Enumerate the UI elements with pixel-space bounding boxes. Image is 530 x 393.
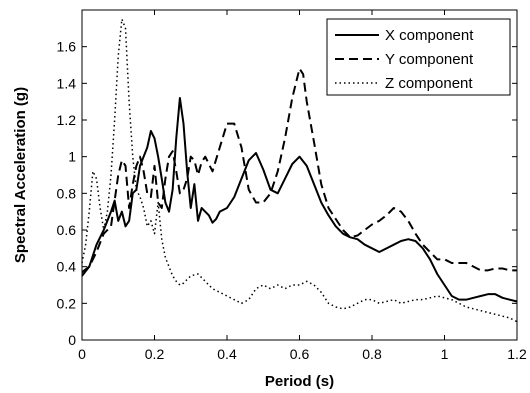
y-axis-ticks: 0 0.2 0.4 0.6 0.8 1 1.2 1.4 1.6 xyxy=(57,39,517,348)
x-tick-label: 1 xyxy=(441,346,449,362)
x-axis-title: Period (s) xyxy=(265,373,334,390)
legend-label-z: Z component xyxy=(385,75,473,92)
x-tick-label: 0.2 xyxy=(145,346,165,362)
legend-label-y: Y component xyxy=(385,51,474,68)
legend: X component Y component Z component xyxy=(326,18,511,96)
y-tick-label: 0 xyxy=(68,332,76,348)
x-axis-ticks: 0 0.2 0.4 0.6 0.8 1 1.2 xyxy=(78,10,527,362)
legend-label-x: X component xyxy=(385,27,474,44)
x-tick-label: 0.4 xyxy=(217,346,237,362)
y-tick-label: 0.8 xyxy=(57,185,77,201)
y-tick-label: 0.6 xyxy=(57,222,77,238)
x-tick-label: 0.6 xyxy=(290,346,310,362)
series-line-y-component xyxy=(81,67,517,273)
y-tick-label: 0.4 xyxy=(57,259,77,275)
y-tick-label: 1 xyxy=(68,149,76,165)
x-tick-label: 0 xyxy=(78,346,86,362)
y-tick-label: 1.6 xyxy=(57,39,77,55)
y-axis-title: Spectral Acceleration (g) xyxy=(12,87,29,263)
y-tick-label: 1.2 xyxy=(57,112,77,128)
x-tick-label: 1.2 xyxy=(507,346,527,362)
y-tick-label: 0.2 xyxy=(57,295,77,311)
series-layer xyxy=(81,18,518,323)
x-tick-label: 0.8 xyxy=(362,346,382,362)
y-tick-label: 1.4 xyxy=(57,75,77,91)
